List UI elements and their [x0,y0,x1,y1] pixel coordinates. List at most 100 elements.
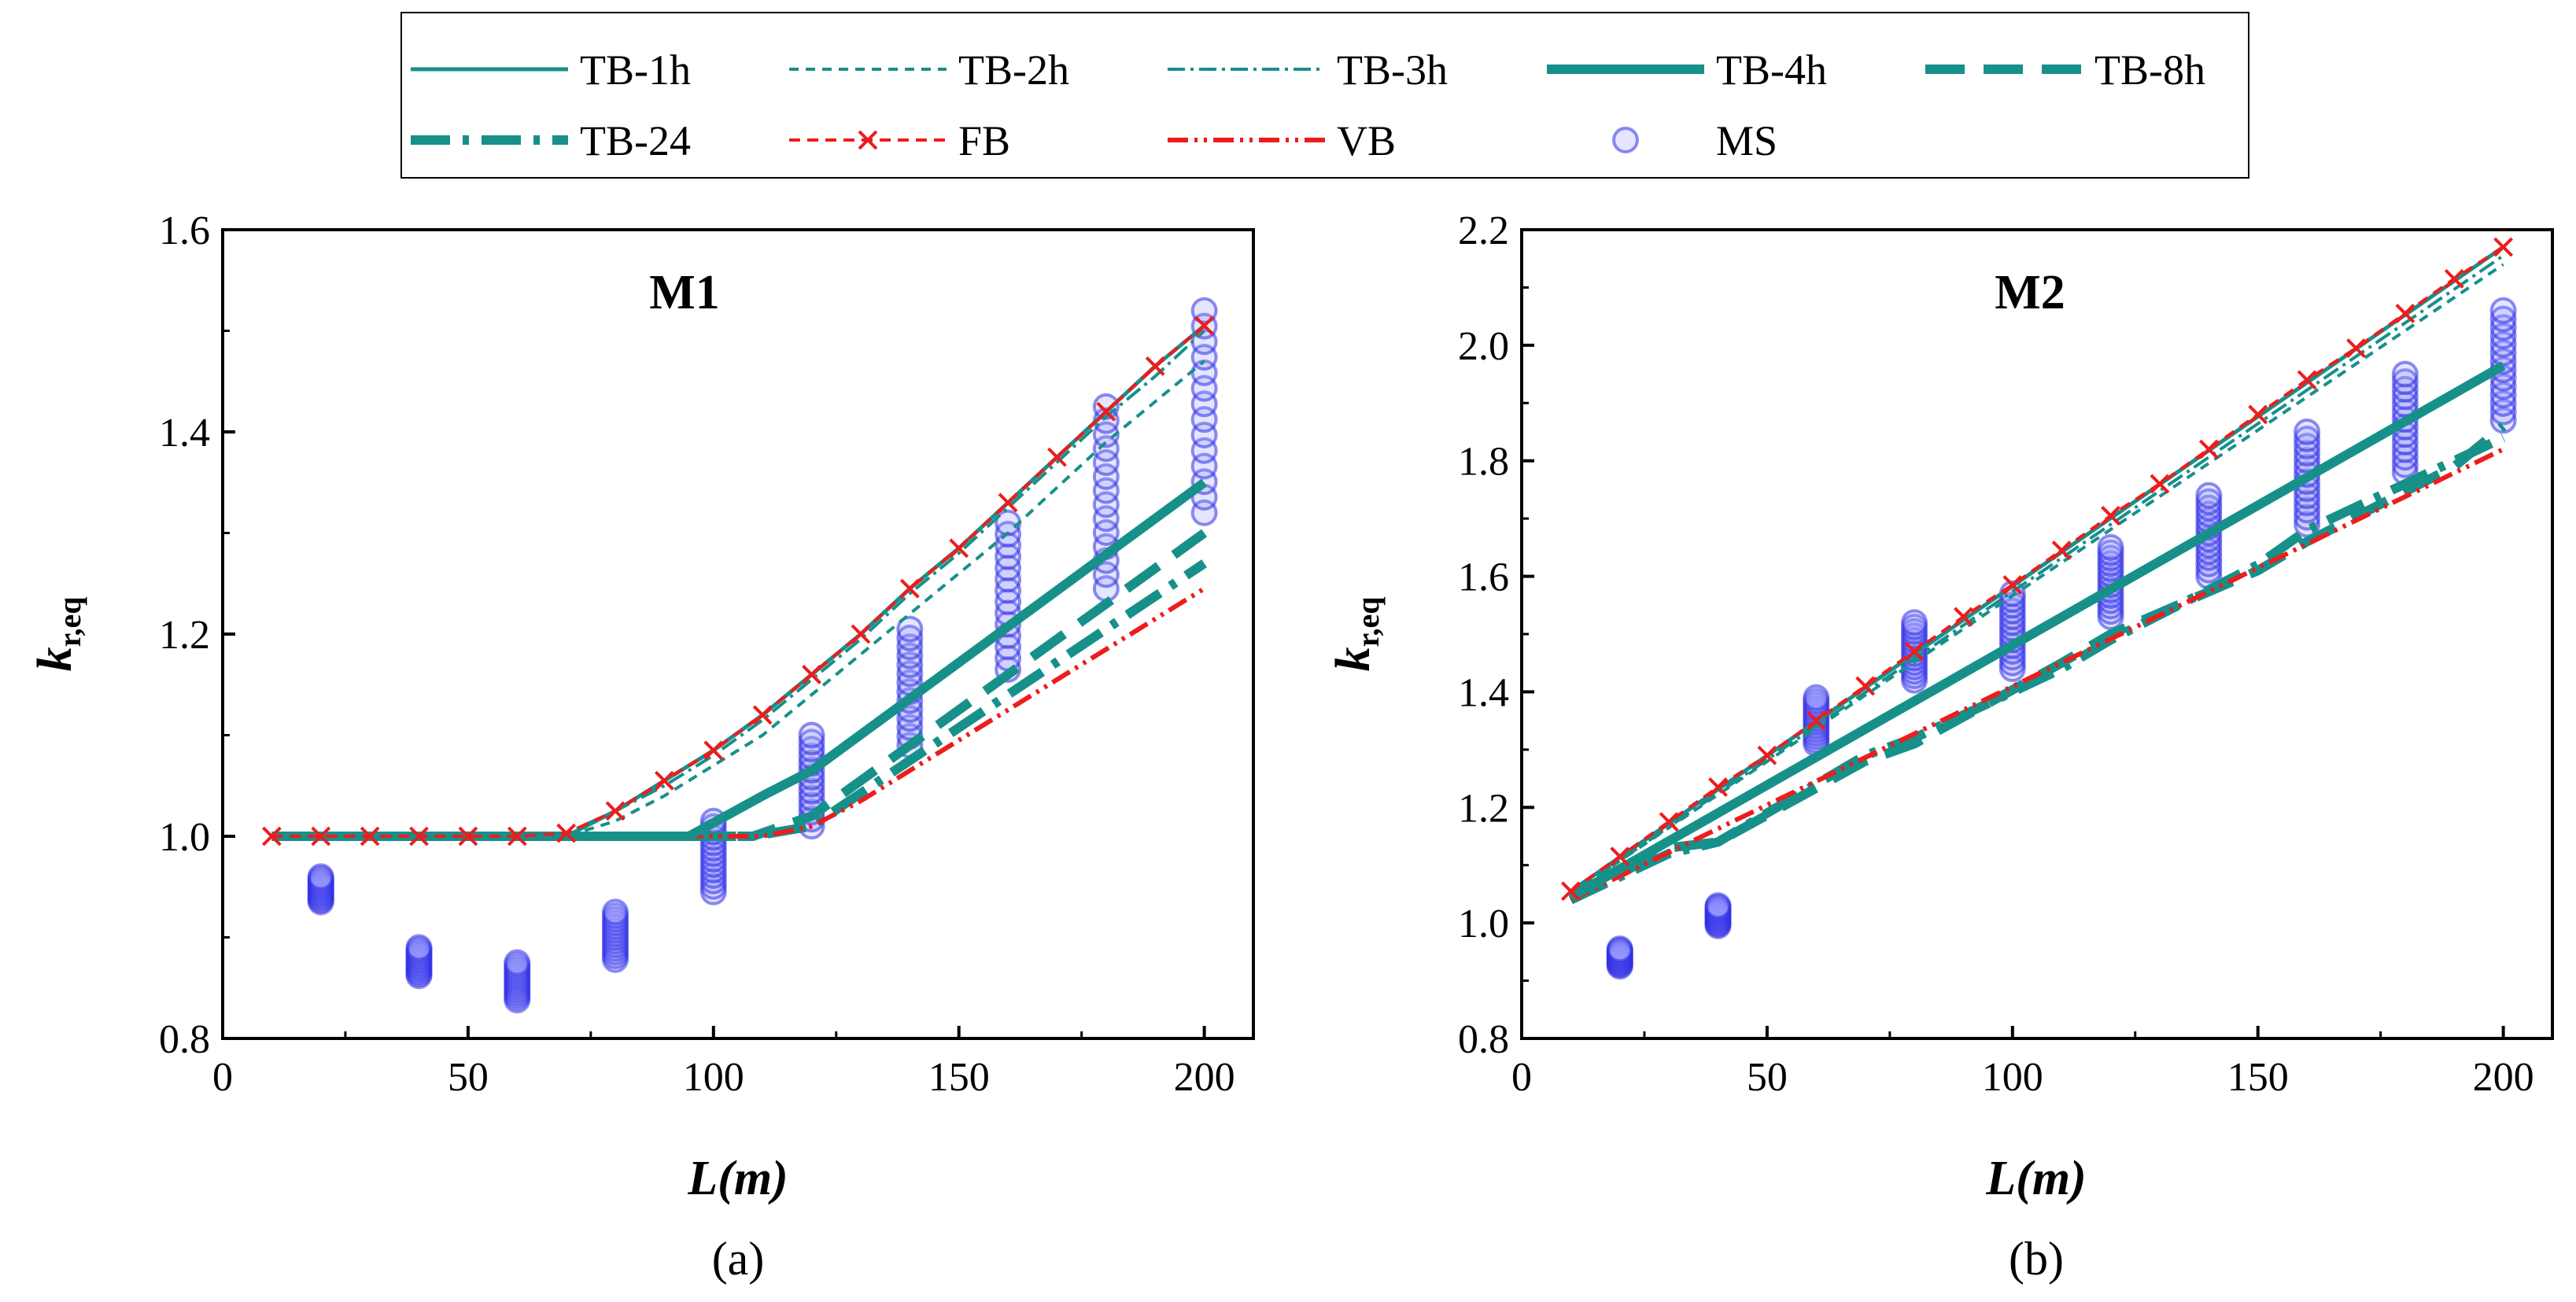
legend-item-tb-24: TB-24 [411,117,691,164]
series-vb-a [271,586,1206,839]
fb-marker [2297,370,2317,390]
series-ms-a [307,297,1218,1014]
panel-title-b: M2 [1995,266,2065,319]
y-tick-label: 1.6 [159,208,210,253]
ms-point [798,736,825,763]
ms-point [2489,305,2517,333]
fb-marker [1954,607,1973,627]
legend-item-tb-1h: TB-1h [411,46,691,94]
y-tick-label: 1.4 [159,411,210,456]
ms-point [995,509,1022,537]
x-tick-label: 200 [1174,1055,1235,1100]
series-tb-2h-a [271,360,1205,838]
x-axis-title-a: L(m) [687,1152,788,1205]
x-tick-label: 150 [2227,1055,2289,1100]
y-tick-label: 2.0 [1458,324,1509,369]
fb-marker [2101,506,2120,526]
series-fb-b [1570,245,2504,893]
fb-marker [360,826,380,846]
panel-b: M2 0 50 100 150 2000.81.01.21.41.61.82.02.2 … [1327,208,2554,1285]
ms-point [2391,368,2419,396]
ms-point [1190,297,1218,324]
series-vb-b [1570,447,2504,902]
ms-point [798,777,825,805]
ms-point [1901,609,1928,636]
fb-marker [899,578,920,599]
series-tb-8h-a [271,529,1208,841]
fb-marker [2346,338,2366,358]
caption-b: (b) [2009,1233,2064,1285]
fb-marker [2198,439,2219,459]
fb-marker [1610,846,1630,867]
ms-point [2489,297,2517,324]
fb-marker [2248,404,2268,425]
legend-label: TB-8h [2094,46,2205,94]
fb-marker [2002,575,2023,595]
legend-item-tb-8h: TB-8h [1925,46,2205,94]
fb-marker [2150,474,2170,494]
ms-point [602,898,629,926]
fb-marker [1145,356,1165,376]
fb-marker [1855,676,1876,696]
ms-point [896,615,924,643]
legend-item-tb-4h: TB-4h [1547,46,1827,94]
fb-marker [1194,315,1215,336]
legend-frame [400,12,2249,179]
ms-point [307,863,334,891]
legend-marker [858,130,878,150]
y-tick-label: 1.6 [1458,555,1509,600]
legend-label: VB [1337,117,1396,164]
y-tick-label: 1.2 [159,613,210,658]
series-ms-b [1606,297,2517,980]
ms-point [2391,360,2419,388]
fb-marker [2444,269,2464,289]
fb-marker [311,826,331,846]
legend-item-ms: MS [1612,117,1777,164]
fb-marker [851,624,871,644]
x-axis-title-b: L(m) [1985,1152,2086,1205]
fb-marker [458,826,478,846]
panel-title-a: M1 [649,266,720,319]
panel-a: M1 0 50 100 150 200 0.8 1.0 1.2 1.4 1.6 L(m) kr,e… [28,208,1255,1285]
series-tb-2h-b [1570,263,2504,896]
legend-item-fb: FB [789,117,1010,164]
x-tick-label: 0 [1511,1055,1532,1100]
y-tick-label: 0.8 [1458,1017,1509,1062]
legend-item-vb: VB [1168,117,1396,164]
ms-point [798,721,825,749]
ms-point [896,624,924,651]
ms-point [2294,419,2321,445]
legend-label: TB-3h [1337,46,1448,94]
y-axis-title-a: kr,eq [28,596,87,671]
fb-marker [1806,710,1826,731]
fb-marker [556,823,577,843]
y-tick-label: 2.2 [1458,208,1509,253]
legend-label: TB-4h [1716,46,1827,94]
ms-point [1092,421,1120,448]
ms-point [1092,477,1120,504]
ms-point [1092,505,1120,533]
fb-marker [655,770,674,791]
ms-point [2294,496,2321,524]
fb-marker [1708,777,1728,797]
y-tick-label: 1.4 [1458,670,1509,715]
ms-point [2294,489,2321,517]
legend-label: TB-24 [580,117,691,164]
y-tick-label: 1.8 [1458,440,1509,485]
fb-marker [998,492,1018,513]
fb-marker [2395,304,2415,323]
fb-marker [1757,745,1777,765]
legend-item-tb-2h: TB-2h [789,46,1069,94]
legend-label: TB-1h [580,46,691,94]
ms-point [1803,684,1830,711]
x-tick-label: 150 [928,1055,990,1100]
x-tick-label: 100 [683,1055,744,1100]
fb-marker [409,826,429,846]
fb-marker [1047,447,1067,467]
ms-point [2097,533,2124,561]
y-tick-label: 1.0 [1458,902,1509,946]
series-fb-a [271,324,1205,838]
fb-marker [949,538,969,559]
ms-point [1606,935,1633,963]
